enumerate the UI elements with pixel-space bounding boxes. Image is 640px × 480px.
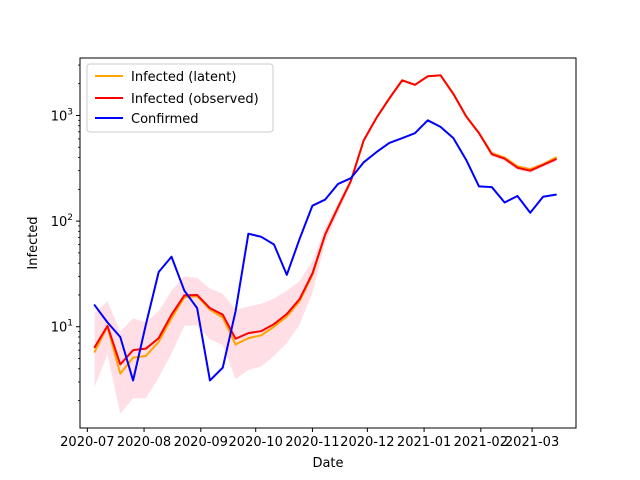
legend-label-observed: Infected (observed): [131, 92, 259, 107]
legend: Infected (latent) Infected (observed) Co…: [86, 63, 274, 133]
x-tick-label: 2020-11: [285, 435, 339, 450]
series-layer: [93, 74, 557, 382]
legend-box: [86, 63, 274, 133]
x-tick-label: 2021-03: [505, 435, 559, 450]
y-tick-label: 102: [51, 213, 73, 230]
x-tick-label: 2020-08: [117, 435, 171, 450]
x-tick-label: 2021-01: [397, 435, 451, 450]
plot-frame: [79, 57, 577, 429]
x-tick-label: 2020-10: [229, 435, 283, 450]
confidence-band-layer: [94, 74, 556, 414]
legend-label-confirmed: Confirmed: [131, 112, 199, 127]
x-tick-label: 2020-09: [174, 435, 228, 450]
x-tick-label: 2021-02: [454, 435, 508, 450]
legend-label-latent: Infected (latent): [131, 70, 236, 85]
series-line-confirmed: [93, 119, 557, 382]
confidence-band-area: [94, 74, 556, 414]
x-axis-ticks: 2020-07 2020-08 2020-09 2020-10 2020-11 2020-…: [60, 428, 559, 450]
y-tick-label: 101: [51, 319, 73, 336]
y-axis-ticks: 101 102 103: [51, 64, 80, 401]
x-tick-label: 2020-07: [60, 435, 114, 450]
x-axis-label: Date: [312, 456, 343, 471]
y-axis-label: Infected: [26, 216, 41, 269]
y-tick-label: 103: [51, 107, 73, 124]
series-line-infected-observed: [93, 74, 557, 366]
x-tick-label: 2020-12: [340, 435, 394, 450]
